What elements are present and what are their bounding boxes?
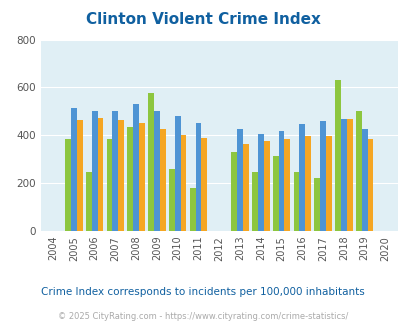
Bar <box>139 123 145 231</box>
Bar <box>305 136 310 231</box>
Bar <box>293 172 298 231</box>
Bar <box>97 118 103 231</box>
Text: © 2025 CityRating.com - https://www.cityrating.com/crime-statistics/: © 2025 CityRating.com - https://www.city… <box>58 312 347 321</box>
Bar <box>361 129 367 231</box>
Bar <box>127 127 133 231</box>
Bar <box>180 135 186 231</box>
Bar <box>153 112 160 231</box>
Bar <box>189 188 195 231</box>
Text: Crime Index corresponds to incidents per 100,000 inhabitants: Crime Index corresponds to incidents per… <box>41 287 364 297</box>
Bar <box>201 138 207 231</box>
Bar <box>263 141 269 231</box>
Bar <box>65 139 71 231</box>
Bar <box>71 108 77 231</box>
Bar <box>334 80 340 231</box>
Bar <box>168 169 175 231</box>
Bar <box>107 139 112 231</box>
Bar <box>367 139 373 231</box>
Bar <box>298 124 305 231</box>
Bar <box>237 129 242 231</box>
Bar <box>278 131 284 231</box>
Bar <box>175 116 180 231</box>
Bar <box>112 112 118 231</box>
Bar <box>195 123 201 231</box>
Bar <box>320 121 325 231</box>
Bar <box>148 93 153 231</box>
Bar <box>92 112 97 231</box>
Bar <box>313 178 320 231</box>
Bar <box>284 139 290 231</box>
Bar <box>231 152 237 231</box>
Bar <box>133 104 139 231</box>
Bar <box>118 120 124 231</box>
Bar <box>340 119 346 231</box>
Bar <box>325 136 331 231</box>
Bar <box>77 120 82 231</box>
Bar <box>86 172 92 231</box>
Bar <box>252 172 257 231</box>
Bar <box>272 156 278 231</box>
Bar <box>355 112 361 231</box>
Text: Clinton Violent Crime Index: Clinton Violent Crime Index <box>85 12 320 27</box>
Bar <box>242 144 248 231</box>
Bar <box>257 134 263 231</box>
Bar <box>160 129 165 231</box>
Bar <box>346 119 352 231</box>
